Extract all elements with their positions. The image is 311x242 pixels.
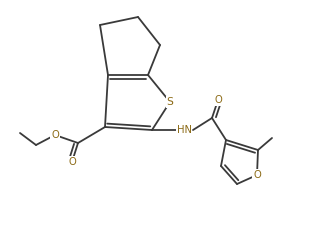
Text: O: O: [214, 95, 222, 105]
Text: S: S: [167, 97, 174, 107]
Text: O: O: [253, 170, 261, 180]
Text: HN: HN: [177, 125, 192, 135]
Text: O: O: [51, 130, 59, 140]
Text: O: O: [68, 157, 76, 167]
